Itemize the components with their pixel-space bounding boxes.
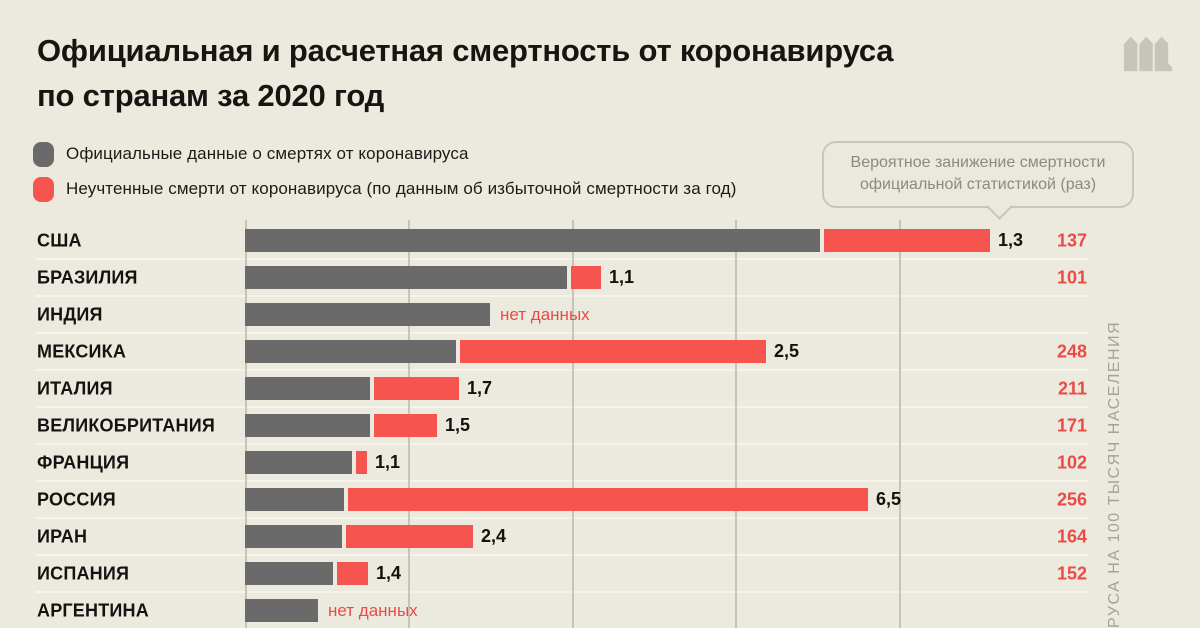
country-label: ИТАЛИЯ — [37, 378, 113, 398]
no-data-label: нет данных — [328, 600, 418, 620]
bar-group: 1,3 — [245, 229, 1023, 252]
per-100k-value: 211 — [1057, 378, 1087, 398]
unaccounted-deaths-bar — [374, 377, 459, 400]
annotation-tooltip-text: Вероятное занижение смертности официальн… — [850, 154, 1106, 193]
official-deaths-bar — [245, 488, 344, 511]
official-color-swatch — [33, 141, 54, 167]
y-axis-note: РУСА НА 100 ТЫСЯЧ НАСЕЛЕНИЯ — [1106, 320, 1123, 628]
underreporting-ratio-label: 1,3 — [998, 230, 1024, 250]
official-deaths-bar — [245, 562, 333, 585]
per-100k-value: 248 — [1056, 341, 1087, 361]
country-label: БРАЗИЛИЯ — [37, 267, 138, 287]
unaccounted-color-swatch — [33, 176, 54, 202]
underreporting-ratio-label: 2,4 — [481, 526, 507, 546]
underreporting-ratio-label: 2,5 — [774, 341, 800, 361]
country-label: ИСПАНИЯ — [37, 563, 130, 583]
unaccounted-deaths-bar — [571, 266, 601, 289]
per-100k-value: 137 — [1056, 230, 1087, 250]
bar-group: нет данных — [245, 303, 590, 326]
per-100k-value: 164 — [1056, 526, 1087, 546]
table-row: БРАЗИЛИЯ 1,1 101 — [0, 258, 1200, 296]
country-label: МЕКСИКА — [37, 341, 127, 361]
unaccounted-deaths-bar — [348, 488, 868, 511]
legend-item-label: Неучтенные смерти от коронавируса (по да… — [66, 179, 737, 198]
gridline — [735, 220, 737, 628]
underreporting-ratio-label: 6,5 — [876, 489, 902, 509]
underreporting-ratio-label: 1,7 — [467, 378, 493, 398]
bar-group: 2,5 — [245, 340, 799, 363]
per-100k-value: 101 — [1056, 267, 1087, 287]
country-label: ИНДИЯ — [37, 304, 103, 324]
bar-group: 1,7 — [245, 377, 492, 400]
unaccounted-deaths-bar — [337, 562, 368, 585]
page-title: Официальная и расчетная смертность от ко… — [37, 28, 894, 118]
underreporting-ratio-label: 1,4 — [376, 563, 402, 583]
per-100k-value: 152 — [1056, 563, 1087, 583]
unaccounted-deaths-bar — [460, 340, 766, 363]
gridline — [899, 220, 901, 628]
gridline — [572, 220, 574, 628]
table-row: РОССИЯ 6,5 256 — [0, 480, 1200, 518]
official-deaths-bar — [245, 303, 490, 326]
table-row: ИСПАНИЯ 1,4 152 — [0, 554, 1200, 592]
underreporting-ratio-label: 1,1 — [375, 452, 401, 472]
table-row: МЕКСИКА 2,5 248 — [0, 332, 1200, 370]
country-label: РОССИЯ — [37, 489, 116, 509]
meduza-logo-icon — [1123, 36, 1172, 72]
legend-item-unaccounted: Неучтенные смерти от коронавируса (по да… — [33, 175, 736, 203]
official-deaths-bar — [245, 451, 352, 474]
country-label: АРГЕНТИНА — [37, 600, 149, 620]
country-label: США — [37, 230, 82, 250]
official-deaths-bar — [245, 229, 820, 252]
underreporting-ratio-label: 1,5 — [445, 415, 471, 435]
official-deaths-bar — [245, 340, 456, 363]
country-label: ВЕЛИКОБРИТАНИЯ — [37, 415, 215, 435]
unaccounted-deaths-bar — [356, 451, 367, 474]
no-data-label: нет данных — [500, 304, 590, 324]
official-deaths-bar — [245, 377, 370, 400]
unaccounted-deaths-bar — [374, 414, 437, 437]
unaccounted-deaths-bar — [346, 525, 473, 548]
table-row: ИРАН 2,4 164 — [0, 517, 1200, 555]
per-100k-value: 256 — [1056, 489, 1087, 509]
official-deaths-bar — [245, 525, 342, 548]
table-row: ИТАЛИЯ 1,7 211 — [0, 369, 1200, 407]
table-row: АРГЕНТИНА нет данных — [0, 591, 1200, 628]
per-100k-value: 102 — [1056, 452, 1087, 472]
official-deaths-bar — [245, 414, 370, 437]
legend-item-label: Официальные данные о смертях от коронави… — [66, 144, 469, 163]
bar-group: 1,5 — [245, 414, 470, 437]
bar-group: 1,1 — [245, 451, 400, 474]
table-row: ВЕЛИКОБРИТАНИЯ 1,5 171 — [0, 406, 1200, 444]
official-deaths-bar — [245, 266, 567, 289]
page-title-line1: Официальная и расчетная смертность от ко… — [37, 33, 894, 68]
legend-item-official: Официальные данные о смертях от коронави… — [33, 140, 736, 168]
underreporting-ratio-label: 1,1 — [609, 267, 635, 287]
per-100k-value: 171 — [1056, 415, 1087, 435]
official-deaths-bar — [245, 599, 318, 622]
unaccounted-deaths-bar — [824, 229, 990, 252]
bar-chart-rows: США 1,3 137 БРАЗИЛИЯ 1,1 101 ИНДИЯ нет данных МЕ… — [0, 222, 1200, 628]
bar-group: 1,4 — [245, 562, 401, 585]
table-row: ФРАНЦИЯ 1,1 102 — [0, 443, 1200, 481]
bar-group: нет данных — [245, 599, 418, 622]
legend: Официальные данные о смертях от коронави… — [33, 140, 736, 210]
page-title-line2: по странам за 2020 год — [37, 78, 385, 113]
country-label: ИРАН — [37, 526, 88, 546]
bar-group: 1,1 — [245, 266, 634, 289]
country-label: ФРАНЦИЯ — [37, 452, 130, 472]
bar-group: 6,5 — [245, 488, 901, 511]
table-row: ИНДИЯ нет данных — [0, 295, 1200, 333]
tooltip-pointer — [986, 193, 1013, 220]
bar-group: 2,4 — [245, 525, 506, 548]
table-row: США 1,3 137 — [0, 222, 1200, 259]
annotation-tooltip: Вероятное занижение смертности официальн… — [822, 141, 1134, 220]
